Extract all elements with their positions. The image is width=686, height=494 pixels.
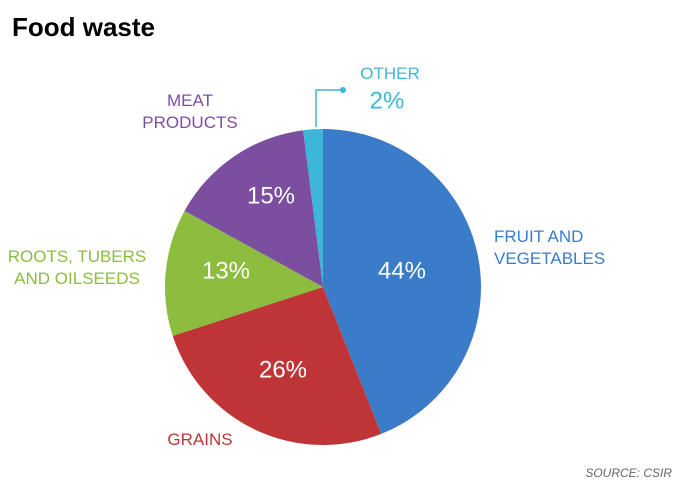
pie-slice [172,287,382,446]
source-note: SOURCE: CSIR [585,466,672,480]
category-label: MEAT PRODUCTS [142,91,238,132]
category-label: FRUIT AND VEGETABLES [494,227,606,268]
value-label: 2% [370,87,405,114]
chart-title: Food waste [12,12,156,42]
pie-slice [303,129,323,287]
leader-dot [340,87,346,93]
value-label: 44% [378,257,426,284]
pie-slice [165,210,323,336]
value-label: 13% [202,257,250,284]
pie-slice [323,129,482,434]
category-label: ROOTS, TUBERS AND OILSEEDS [7,247,147,288]
leader-line [315,89,343,127]
value-label: 15% [247,182,295,209]
value-label: 26% [259,356,307,383]
pie-slice [184,130,323,287]
category-label: OTHER [360,64,420,83]
category-label: GRAINS [167,430,233,449]
